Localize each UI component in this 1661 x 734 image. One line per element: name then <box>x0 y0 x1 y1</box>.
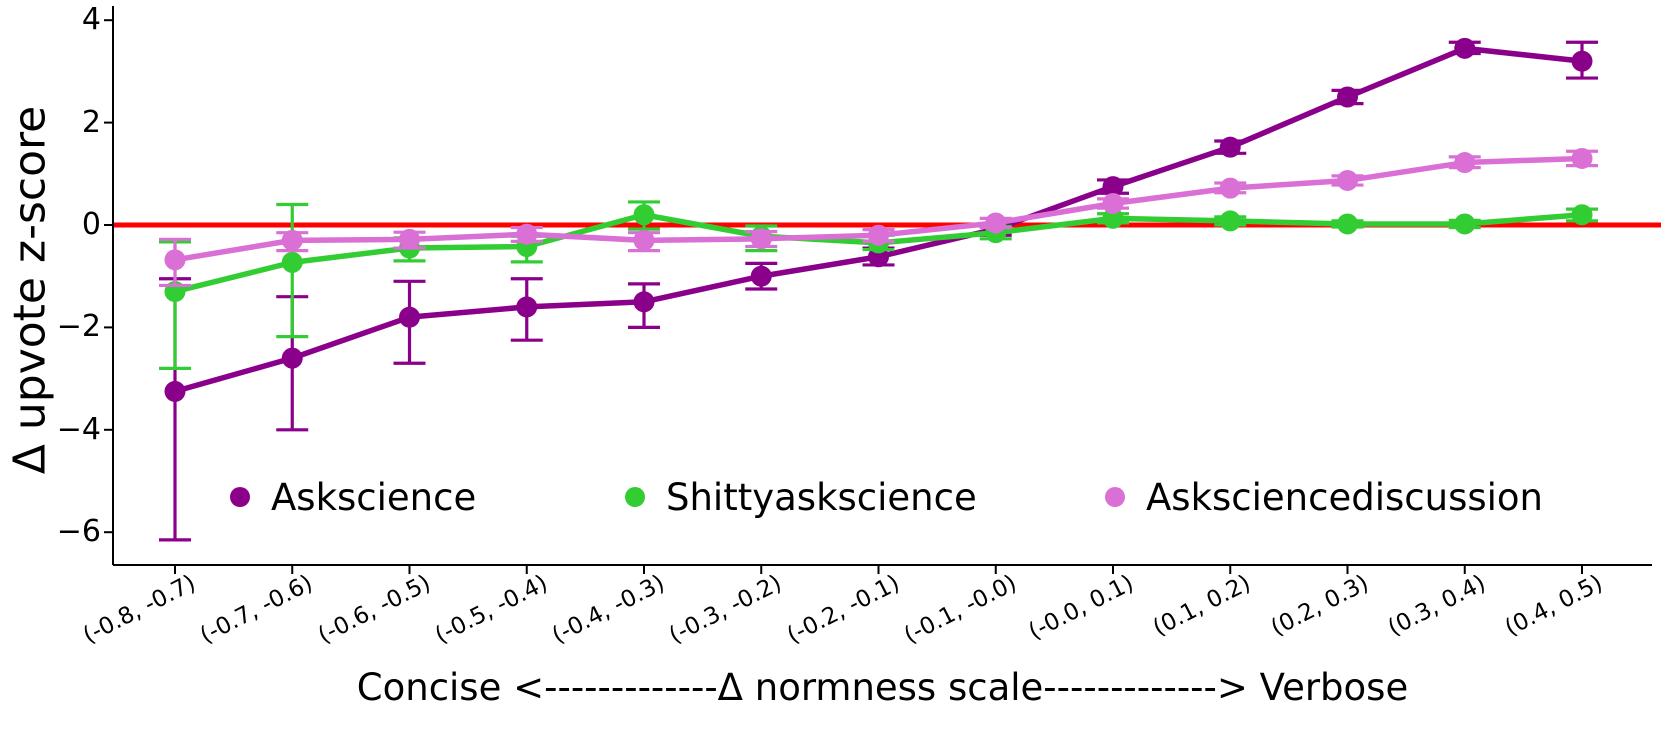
marker-askscience <box>750 265 772 287</box>
marker-asksciencediscussion <box>750 228 772 250</box>
marker-shittyaskscience <box>1571 204 1593 226</box>
y-tick-label: −6 <box>56 514 101 550</box>
y-tick-label: −2 <box>56 309 101 345</box>
marker-askscience <box>633 291 655 313</box>
marker-asksciencediscussion <box>164 249 186 271</box>
marker-askscience <box>1454 37 1476 59</box>
marker-askscience <box>399 306 420 328</box>
marker-asksciencediscussion <box>868 224 889 246</box>
marker-asksciencediscussion <box>985 212 1007 234</box>
marker-askscience <box>1337 86 1358 108</box>
y-tick-label: 0 <box>81 207 101 242</box>
marker-asksciencediscussion <box>1219 177 1241 199</box>
marker-asksciencediscussion <box>1102 192 1124 214</box>
x-axis-label: Concise <-------------Δ normness scale--… <box>356 666 1409 709</box>
y-tick-label: −4 <box>56 411 101 447</box>
marker-asksciencediscussion <box>1571 147 1593 169</box>
marker-asksciencediscussion <box>1337 169 1358 191</box>
marker-asksciencediscussion <box>1454 152 1476 174</box>
marker-asksciencediscussion <box>281 229 303 251</box>
marker-askscience <box>1571 50 1593 72</box>
marker-asksciencediscussion <box>633 229 655 251</box>
marker-shittyaskscience <box>1454 213 1476 235</box>
series-line-askscience <box>174 45 1583 395</box>
marker-asksciencediscussion <box>516 223 538 245</box>
marker-askscience <box>164 380 186 402</box>
marker-askscience <box>281 347 303 369</box>
y-tick-label: 2 <box>81 104 101 140</box>
marker-shittyaskscience <box>281 251 303 273</box>
marker-shittyaskscience <box>1337 213 1358 235</box>
marker-shittyaskscience <box>1219 210 1241 232</box>
y-tick-label: 4 <box>81 2 101 38</box>
marker-askscience <box>516 296 538 318</box>
marker-askscience <box>1102 176 1124 198</box>
marker-shittyaskscience <box>1102 207 1124 229</box>
marker-askscience <box>1219 136 1241 158</box>
marker-shittyaskscience <box>633 204 655 226</box>
marker-asksciencediscussion <box>399 228 420 250</box>
